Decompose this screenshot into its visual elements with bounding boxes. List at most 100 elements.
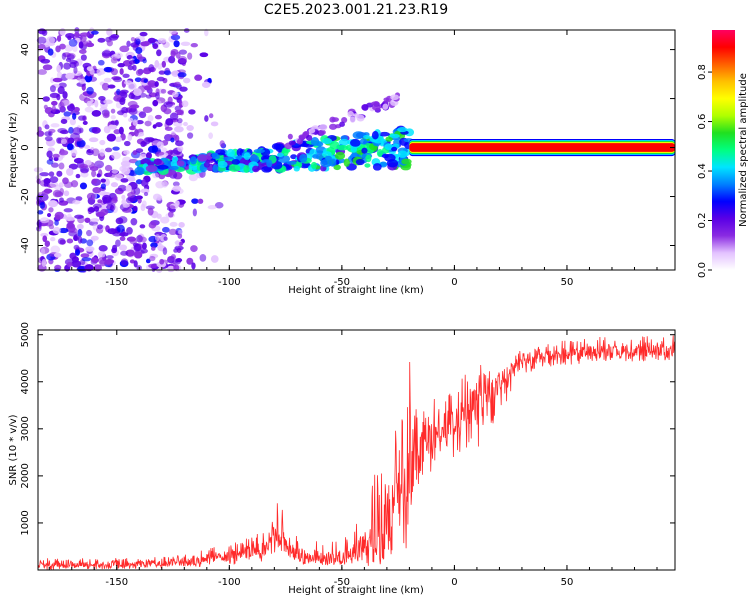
signal-blob	[217, 160, 228, 168]
noise-blob	[178, 49, 188, 55]
noise-blob	[92, 187, 102, 194]
noise-blob	[204, 28, 209, 37]
noise-blob	[96, 68, 106, 75]
noise-blob	[87, 206, 96, 213]
noise-blob	[47, 212, 52, 218]
noise-blob	[84, 106, 94, 113]
snr-x-tick-label: -100	[218, 577, 241, 588]
noise-blob	[47, 48, 54, 56]
colorbar-gradient	[712, 30, 735, 270]
noise-blob	[115, 217, 124, 225]
noise-blob	[174, 245, 184, 251]
noise-blob	[46, 36, 56, 45]
noise-blob	[41, 258, 47, 267]
noise-blob	[173, 40, 180, 48]
noise-blob	[68, 126, 74, 134]
noise-blob	[168, 228, 178, 236]
noise-blob	[192, 208, 197, 217]
signal-blob	[397, 150, 408, 158]
noise-blob	[125, 175, 135, 180]
noise-blob	[60, 118, 68, 124]
noise-blob	[182, 77, 191, 84]
snr-y-tick-label: 5000	[20, 322, 31, 347]
noise-blob	[102, 112, 110, 119]
noise-blob	[155, 91, 160, 100]
noise-blob	[126, 236, 137, 242]
noise-blob	[66, 238, 74, 244]
noise-blob	[52, 189, 62, 198]
noise-blob	[128, 117, 134, 123]
noise-blob	[177, 145, 184, 152]
noise-blob	[163, 108, 172, 115]
signal-blob	[363, 134, 371, 139]
noise-blob	[170, 130, 176, 136]
noise-blob	[168, 29, 178, 35]
noise-blob	[155, 122, 163, 128]
branch-blob	[308, 128, 316, 134]
noise-blob	[113, 52, 123, 59]
noise-blob	[178, 55, 187, 64]
noise-blob	[161, 60, 167, 68]
noise-blob	[150, 242, 158, 248]
noise-blob	[210, 255, 219, 263]
noise-blob	[97, 251, 106, 259]
branch-blob	[356, 114, 365, 122]
signal-blob	[384, 153, 396, 162]
noise-blob	[85, 246, 95, 252]
noise-blob	[42, 235, 48, 243]
noise-blob	[84, 217, 91, 223]
noise-blob	[83, 144, 91, 150]
noise-blob	[152, 99, 159, 107]
branch-blob	[318, 124, 328, 131]
noise-blob	[95, 211, 106, 217]
branch-blob	[347, 111, 354, 118]
signal-blob	[226, 148, 235, 157]
noise-blob	[105, 260, 112, 266]
noise-blob	[170, 137, 175, 143]
noise-blob	[76, 139, 86, 148]
colorbar: 0.0 0.2 0.4 0.6 0.8 Normalized spectral ampl…	[697, 30, 749, 278]
noise-blob	[161, 181, 168, 188]
noise-blob	[52, 226, 61, 234]
noise-blob	[127, 100, 138, 108]
noise-blob	[36, 36, 47, 45]
noise-blob	[208, 132, 214, 139]
signal-blob	[271, 143, 281, 150]
noise-blob	[60, 129, 69, 135]
noise-blob	[49, 85, 56, 93]
signal-blob	[352, 131, 365, 140]
branch-blob	[318, 129, 326, 136]
noise-blob	[186, 132, 194, 139]
noise-blob	[80, 54, 87, 61]
noise-blob	[204, 115, 209, 122]
noise-blob	[119, 97, 126, 106]
spectrogram-x-tick-label: -100	[218, 277, 241, 288]
spectrogram-y-tick-label: 40	[20, 43, 31, 56]
noise-blob	[145, 205, 155, 210]
noise-blob	[75, 173, 81, 179]
noise-blob	[43, 188, 53, 194]
noise-blob	[104, 147, 113, 153]
signal-blob	[371, 130, 379, 140]
noise-blob	[135, 148, 144, 153]
noise-blob	[164, 126, 173, 131]
noise-blob	[152, 140, 162, 146]
noise-blob	[100, 183, 106, 190]
noise-blob	[78, 41, 84, 49]
signal-blob	[243, 165, 250, 173]
branch-blob	[331, 117, 339, 122]
noise-blob	[112, 231, 122, 237]
noise-blob	[135, 195, 143, 200]
noise-blob	[63, 62, 71, 70]
noise-blob	[103, 99, 113, 105]
noise-blob	[117, 62, 126, 68]
noise-blob	[86, 86, 94, 95]
noise-blob	[114, 174, 124, 181]
signal-blob	[329, 158, 337, 167]
signal-blob	[203, 161, 211, 168]
noise-blob	[52, 153, 60, 159]
noise-blob	[140, 179, 149, 187]
noise-blob	[50, 236, 56, 242]
snr-x-tick-label: 50	[561, 577, 574, 588]
noise-blob	[70, 148, 78, 157]
